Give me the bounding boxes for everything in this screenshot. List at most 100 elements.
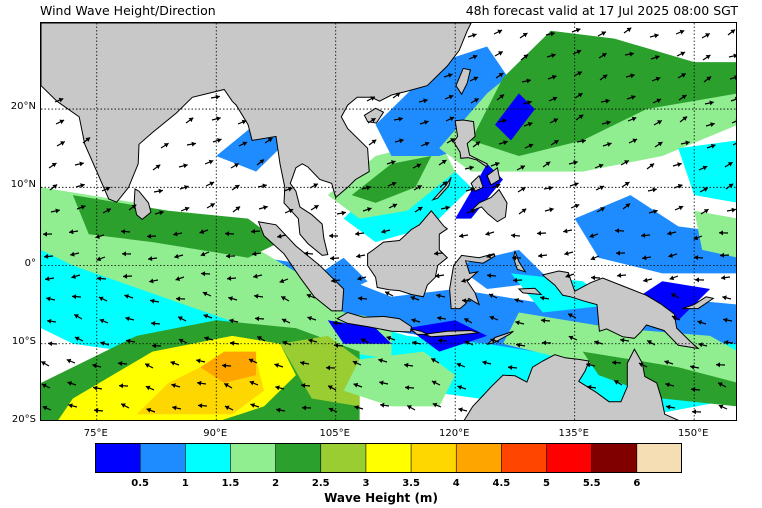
arrow-head (710, 143, 716, 149)
arrow-head (277, 233, 282, 239)
arrow-head (184, 185, 189, 190)
arrow-head (526, 78, 531, 84)
arrow-head (367, 207, 372, 212)
arrow-head (424, 141, 430, 147)
arrow-head (225, 231, 230, 237)
arrow-head (631, 95, 636, 100)
landmass (452, 119, 488, 168)
arrow-head (709, 100, 714, 106)
arrow-head (498, 51, 503, 56)
arrow-head (436, 293, 441, 299)
arrow-head (516, 342, 521, 348)
arrow-head (51, 163, 57, 168)
arrow-head (513, 277, 518, 283)
arrow-head (353, 382, 359, 388)
arrow-head (458, 407, 463, 413)
arrow-head (74, 336, 80, 342)
arrow-head (721, 275, 726, 281)
arrow-head (486, 253, 492, 259)
arrow-head (171, 383, 176, 388)
arrow-head (568, 313, 573, 318)
colorbar-swatch (501, 443, 548, 473)
arrow-head (184, 206, 190, 212)
arrow-head (527, 100, 532, 105)
arrow-head (410, 295, 416, 301)
arrow-head (241, 119, 247, 125)
arrow-head (226, 253, 230, 259)
arrow-head (412, 340, 417, 346)
arrow-head (692, 409, 697, 415)
arrow-head (385, 291, 390, 296)
arrow-head (502, 118, 507, 124)
colorbar (95, 443, 682, 473)
arrow-head (423, 98, 428, 104)
arrow-head (249, 380, 255, 386)
arrow-head (188, 117, 194, 123)
arrow-head (47, 318, 52, 324)
arrow-head (710, 122, 715, 127)
wave-region (327, 320, 392, 344)
arrow-head (735, 118, 736, 120)
arrow-head (681, 95, 687, 100)
arrow-head (173, 231, 178, 237)
arrow-head (172, 405, 177, 411)
arrow-head (125, 316, 130, 322)
arrow-head (616, 250, 620, 256)
arrow-head (678, 205, 684, 211)
arrow-head (174, 253, 179, 259)
arrow-head (655, 55, 660, 60)
arrow-head (407, 405, 412, 410)
arrow-head (45, 276, 50, 282)
arrow-head (328, 407, 334, 413)
arrow-head (432, 402, 438, 408)
arrow-head (512, 255, 516, 261)
landmass (423, 329, 480, 338)
arrow-head (313, 205, 319, 210)
arrow-head (227, 275, 232, 281)
wave-region (351, 156, 432, 203)
latitude-label: 10°N (10, 179, 36, 191)
arrow-head (43, 231, 47, 237)
arrow-head (703, 187, 708, 192)
arrow-head (131, 204, 137, 210)
arrow-head (253, 273, 258, 279)
arrow-head (581, 138, 586, 144)
arrow-head (626, 27, 632, 33)
wave-region (280, 335, 360, 407)
colorbar-swatch (456, 443, 502, 473)
arrow-head (276, 407, 281, 413)
arrow-head (677, 183, 683, 189)
arrow-head (230, 340, 235, 346)
arrow-head (176, 296, 181, 302)
wave-region (200, 351, 257, 383)
arrow-head (411, 318, 416, 323)
arrow-head (630, 73, 635, 79)
landmass (410, 328, 429, 335)
arrow-head (631, 116, 637, 122)
arrow-head (328, 385, 333, 390)
arrow-head (697, 320, 702, 325)
arrow-head (275, 385, 280, 391)
arrow-head (106, 208, 111, 213)
arrow-head (456, 362, 462, 368)
arrow-head (522, 33, 528, 38)
arrow-head (392, 203, 398, 209)
arrow-head (431, 380, 437, 386)
wave-region (574, 195, 736, 274)
wave-map[interactable] (40, 22, 737, 421)
arrow-head (197, 380, 202, 386)
arrow-head (577, 71, 582, 76)
arrow-head (251, 228, 256, 234)
arrow-head (386, 335, 392, 341)
arrow-head (95, 234, 100, 239)
colorbar-swatch (230, 443, 277, 473)
arrow-head (586, 362, 591, 368)
arrow-head (60, 141, 65, 146)
arrow-head (300, 360, 305, 366)
colorbar-tick-label: 2.5 (311, 478, 330, 489)
arrow-head (528, 143, 534, 149)
arrow-head (55, 208, 60, 214)
arrow-head (196, 358, 201, 364)
arrow-head (313, 183, 318, 188)
arrow-head (523, 54, 529, 59)
